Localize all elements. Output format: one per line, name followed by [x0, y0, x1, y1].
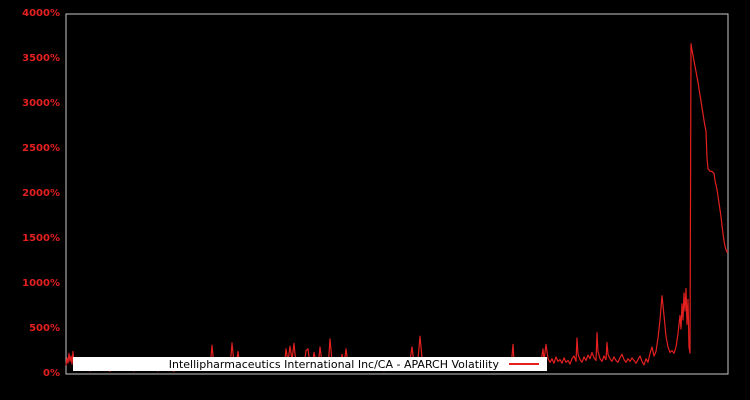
y-tick-label: 0%: [43, 368, 60, 379]
y-tick-label: 500%: [29, 323, 60, 334]
y-tick-label: 2500%: [22, 143, 60, 154]
legend-line-sample-icon: [509, 363, 539, 365]
legend-label: Intellipharmaceutics International Inc/C…: [168, 357, 499, 371]
y-tick-label: 1500%: [22, 233, 60, 244]
y-tick-label: 4000%: [22, 8, 60, 19]
y-tick-label: 1000%: [22, 278, 60, 289]
y-tick-label: 3000%: [22, 98, 60, 109]
plot-frame: [65, 13, 729, 375]
y-tick-label: 3500%: [22, 53, 60, 64]
y-tick-label: 2000%: [22, 188, 60, 199]
volatility-line-series: [65, 43, 729, 372]
legend: Intellipharmaceutics International Inc/C…: [73, 357, 547, 371]
